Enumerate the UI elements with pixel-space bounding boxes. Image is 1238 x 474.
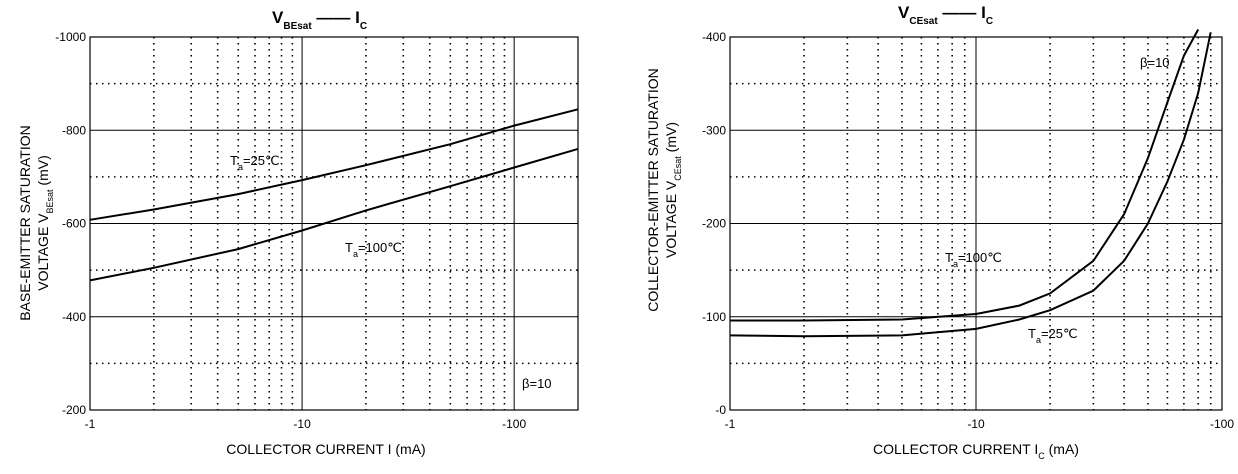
title-rhs-sub: C: [360, 21, 367, 32]
y-axis-label: COLLECTOR-EMITTER SATURATION VOLTAGE VCEs…: [645, 68, 683, 311]
grid: [730, 37, 1222, 410]
vcesat-chart-svg: -400-300-200-100-0-1 -10 -100Ta=100℃Ta=25℃…: [645, 3, 1234, 461]
series-line-ta-100-: [730, 29, 1200, 322]
series-label-main: T: [945, 250, 953, 265]
x-axis-label-unit: (mA): [1045, 441, 1079, 457]
y-tick-label: -400: [702, 30, 726, 44]
x-tick-label: -10: [293, 417, 311, 431]
x-tick-label: -100: [1210, 417, 1234, 431]
chart-title: VBEsat —— IC: [272, 8, 367, 32]
y-tick-label: -200: [702, 217, 726, 231]
plot-frame: [89, 36, 579, 411]
series-label-main: T: [345, 240, 353, 255]
beta-annotation: β=10: [1140, 55, 1170, 70]
series-label-sub: a: [238, 162, 243, 172]
y-tick-label: -600: [62, 217, 86, 231]
title-sub: BEsat: [283, 21, 312, 32]
vcesat-chart: -400 -300 -200 -100 -0 -1 -10 -100 Ta=100℃ Ta=25℃…: [630, 0, 1238, 474]
title-main: V: [272, 8, 284, 27]
y-axis-label-unit: (mV): [663, 122, 679, 156]
title-sub: CEsat: [909, 16, 938, 27]
series-line-ta-25-: [729, 32, 1212, 338]
series-label-main: T: [1028, 326, 1036, 341]
title-dash: ——: [938, 3, 981, 22]
y-axis-label-sym-sub: BEsat: [45, 189, 55, 214]
series-label-sub: a: [1036, 335, 1041, 345]
series-label-rest: =100℃: [358, 240, 402, 255]
plot-frame: [729, 36, 1223, 411]
y-axis-label-sym: V: [663, 180, 679, 190]
y-axis-label-unit: (mV): [35, 155, 51, 189]
x-axis-label-sym: I: [1034, 441, 1038, 457]
x-axis-label-main: COLLECTOR CURRENT: [873, 441, 1034, 457]
y-axis-label-line1: BASE-EMITTER SATURATION: [17, 125, 33, 321]
y-axis-label: BASE-EMITTER SATURATION VOLTAGE VBEsat (m…: [17, 125, 55, 321]
y-tick-label: -300: [702, 123, 726, 137]
series-line-ta-100-: [89, 147, 579, 282]
y-axis-label-line2: VOLTAGE VCEsat (mV): [663, 122, 683, 258]
series-label-rest: =25℃: [243, 153, 280, 168]
x-axis-label-sym-sub: C: [1038, 451, 1045, 461]
title-main: V: [898, 3, 910, 22]
series-label: Ta=25℃: [230, 153, 280, 172]
x-tick-label: -100: [502, 417, 526, 431]
y-tick-label: -800: [62, 123, 86, 137]
y-axis-label-voltage: VOLTAGE: [35, 223, 51, 291]
series-label-sub: a: [953, 259, 958, 269]
y-tick-label: -100: [702, 310, 726, 324]
title-rhs-sub: C: [986, 16, 993, 27]
series-label: Ta=100℃: [345, 240, 402, 259]
y-tick-label: -0: [715, 403, 726, 417]
y-axis-label-sym-sub: CEsat: [673, 156, 683, 181]
title-dash: ——: [312, 8, 355, 27]
x-axis-label-text: COLLECTOR CURRENT I (mA): [226, 441, 425, 457]
y-axis-label-voltage: VOLTAGE: [663, 190, 679, 258]
x-tick-label: -1: [725, 417, 736, 431]
chart-title: VCEsat —— IC: [898, 3, 993, 27]
y-axis-label-line2: VOLTAGE VBEsat (mV): [35, 155, 55, 291]
y-tick-label: -400: [62, 310, 86, 324]
x-tick-label: -1: [85, 417, 96, 431]
title-rhs: I: [355, 8, 360, 27]
series-label: Ta=25℃: [1028, 326, 1078, 345]
y-axis-label-line1: COLLECTOR-EMITTER SATURATION: [645, 68, 661, 311]
series-line-ta-25-: [89, 108, 579, 221]
vbesat-chart-svg: -1000-800-600-400-200-1 -10 -100Ta=25℃Ta=1…: [17, 8, 579, 457]
series-label-rest: =100℃: [958, 250, 1002, 265]
x-tick-label: -10: [967, 417, 985, 431]
y-tick-label: -1000: [55, 30, 86, 44]
beta-annotation: β=10: [522, 376, 552, 391]
series-label-main: T: [230, 153, 238, 168]
title-rhs: I: [981, 3, 986, 22]
x-axis-label: COLLECTOR CURRENT IC (mA): [873, 441, 1079, 461]
y-tick-label: -200: [62, 403, 86, 417]
y-axis-label-sym: V: [35, 213, 51, 223]
series-label-rest: =25℃: [1041, 326, 1078, 341]
series-label-sub: a: [353, 249, 358, 259]
grid: [90, 37, 578, 410]
vbesat-chart: -1000 -800 -600 -400 -200 -1 -10 -100 Ta=25℃ Ta=1…: [0, 0, 600, 474]
series-label: Ta=100℃: [945, 250, 1002, 269]
x-axis-label: COLLECTOR CURRENT I (mA): [226, 441, 425, 457]
